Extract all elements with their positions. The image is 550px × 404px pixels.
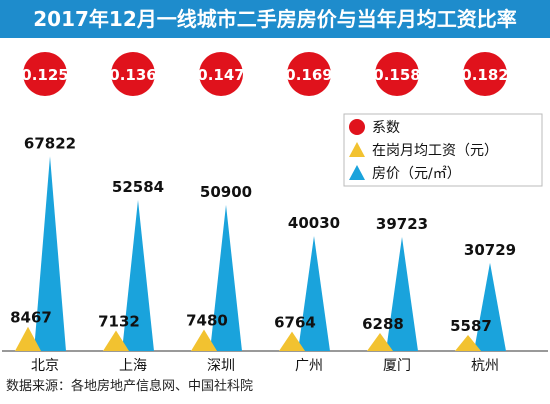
salary-label: 7132 (98, 313, 140, 331)
salary-triangle (455, 334, 481, 351)
price-triangle (34, 156, 66, 351)
price-triangle (298, 236, 330, 351)
legend-ratio-label: 系数 (372, 120, 400, 136)
category-label: 上海 (119, 358, 147, 374)
salary-triangle (279, 331, 305, 351)
legend-box (343, 113, 543, 187)
legend-salary-label: 在岗月均工资（元） (372, 143, 498, 159)
legend-price-swatch (349, 165, 365, 180)
price-triangle (210, 204, 242, 351)
category-label: 厦门 (383, 358, 411, 374)
price-label: 52584 (112, 178, 164, 196)
ratio-label: 0.182 (461, 66, 508, 84)
ratio-label: 0.169 (285, 66, 332, 84)
price-triangle (386, 236, 418, 351)
source-note: 数据来源：各地房地产信息网、中国社科院 (6, 379, 254, 394)
category-label: 深圳 (207, 358, 235, 374)
ratio-circle (23, 52, 67, 96)
ratio-circle (199, 52, 243, 96)
salary-label: 6764 (274, 314, 316, 332)
salary-label: 8467 (10, 309, 52, 327)
salary-triangle (15, 326, 41, 351)
ratio-label: 0.125 (21, 66, 68, 84)
ratio-circle (463, 52, 507, 96)
category-label: 北京 (31, 358, 59, 374)
ratio-circle (375, 52, 419, 96)
price-triangle (474, 262, 506, 351)
price-triangle (122, 200, 154, 351)
price-label: 50900 (200, 183, 252, 201)
ratio-circle (111, 52, 155, 96)
title-banner: 2017年12月一线城市二手房房价与当年月均工资比率 (0, 0, 550, 38)
chart-title: 2017年12月一线城市二手房房价与当年月均工资比率 (33, 7, 517, 31)
legend-ratio-swatch (349, 119, 365, 135)
price-label: 30729 (464, 241, 516, 259)
salary-triangle (367, 332, 393, 351)
ratio-label: 0.136 (109, 66, 156, 84)
ratio-circle (287, 52, 331, 96)
category-label: 杭州 (471, 358, 499, 374)
price-label: 40030 (288, 214, 340, 232)
price-label: 67822 (24, 134, 76, 152)
legend-salary-swatch (349, 142, 365, 157)
legend-price-label: 房价（元/㎡） (372, 166, 461, 182)
salary-label: 6288 (362, 315, 404, 333)
ratio-label: 0.147 (197, 66, 244, 84)
ratio-label: 0.158 (373, 66, 420, 84)
salary-triangle (191, 329, 217, 351)
salary-triangle (103, 330, 129, 351)
price-label: 39723 (376, 215, 428, 233)
salary-label: 7480 (186, 312, 228, 330)
salary-label: 5587 (450, 317, 492, 335)
category-label: 广州 (295, 358, 323, 374)
